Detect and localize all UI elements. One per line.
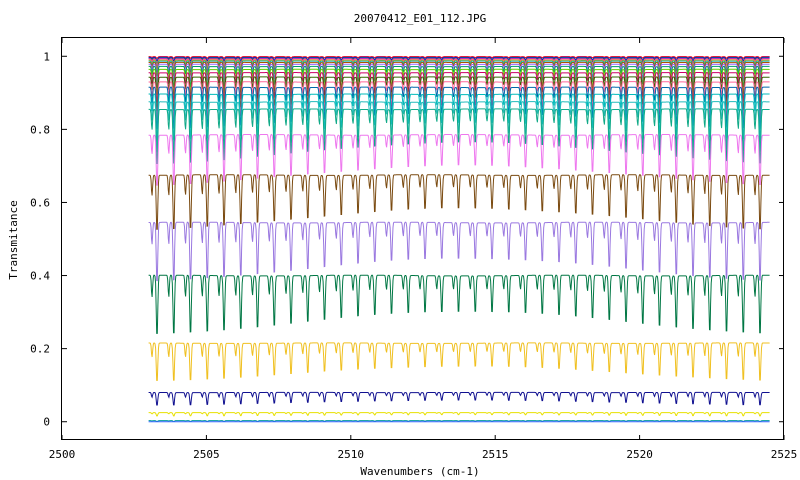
x-tick-label: 2520	[626, 448, 653, 461]
plot-area-frame	[61, 37, 784, 440]
y-tick-label: 0	[43, 416, 50, 429]
x-tick-label: 2505	[193, 448, 220, 461]
y-tick-label: 0.2	[30, 343, 50, 356]
axis-ticks: 2500 2505 2510 2515 2520 2525 0 0.2 0.4 0.6 0.8 1	[30, 38, 797, 461]
y-tick-label: 0.8	[30, 123, 50, 136]
series-line	[148, 108, 770, 164]
x-tick-label: 2515	[482, 448, 509, 461]
series-line	[148, 56, 770, 59]
series-line	[148, 342, 770, 381]
series-line	[148, 412, 770, 417]
x-tick-label: 2525	[771, 448, 798, 461]
series-line	[148, 274, 770, 334]
series-line	[148, 134, 770, 186]
series-line	[148, 174, 770, 230]
y-tick-label: 0.4	[30, 270, 50, 283]
series-line	[148, 420, 770, 422]
series-group	[148, 56, 770, 423]
x-axis-label: Wavenumbers (cm-1)	[360, 465, 479, 478]
series-line	[148, 391, 770, 406]
y-axis-label: Transmitance	[7, 200, 20, 279]
series-line	[148, 56, 770, 62]
y-tick-label: 0.6	[30, 196, 50, 209]
x-tick-label: 2510	[338, 448, 365, 461]
y-tick-label: 1	[43, 50, 50, 63]
x-tick-label: 2500	[49, 448, 76, 461]
series-line	[148, 221, 770, 282]
chart-title: 20070412_E01_112.JPG	[354, 12, 486, 25]
